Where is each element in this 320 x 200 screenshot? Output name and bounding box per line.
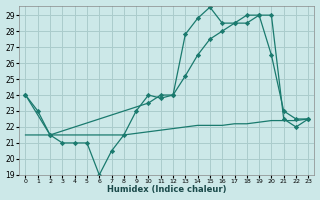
X-axis label: Humidex (Indice chaleur): Humidex (Indice chaleur) (107, 185, 227, 194)
